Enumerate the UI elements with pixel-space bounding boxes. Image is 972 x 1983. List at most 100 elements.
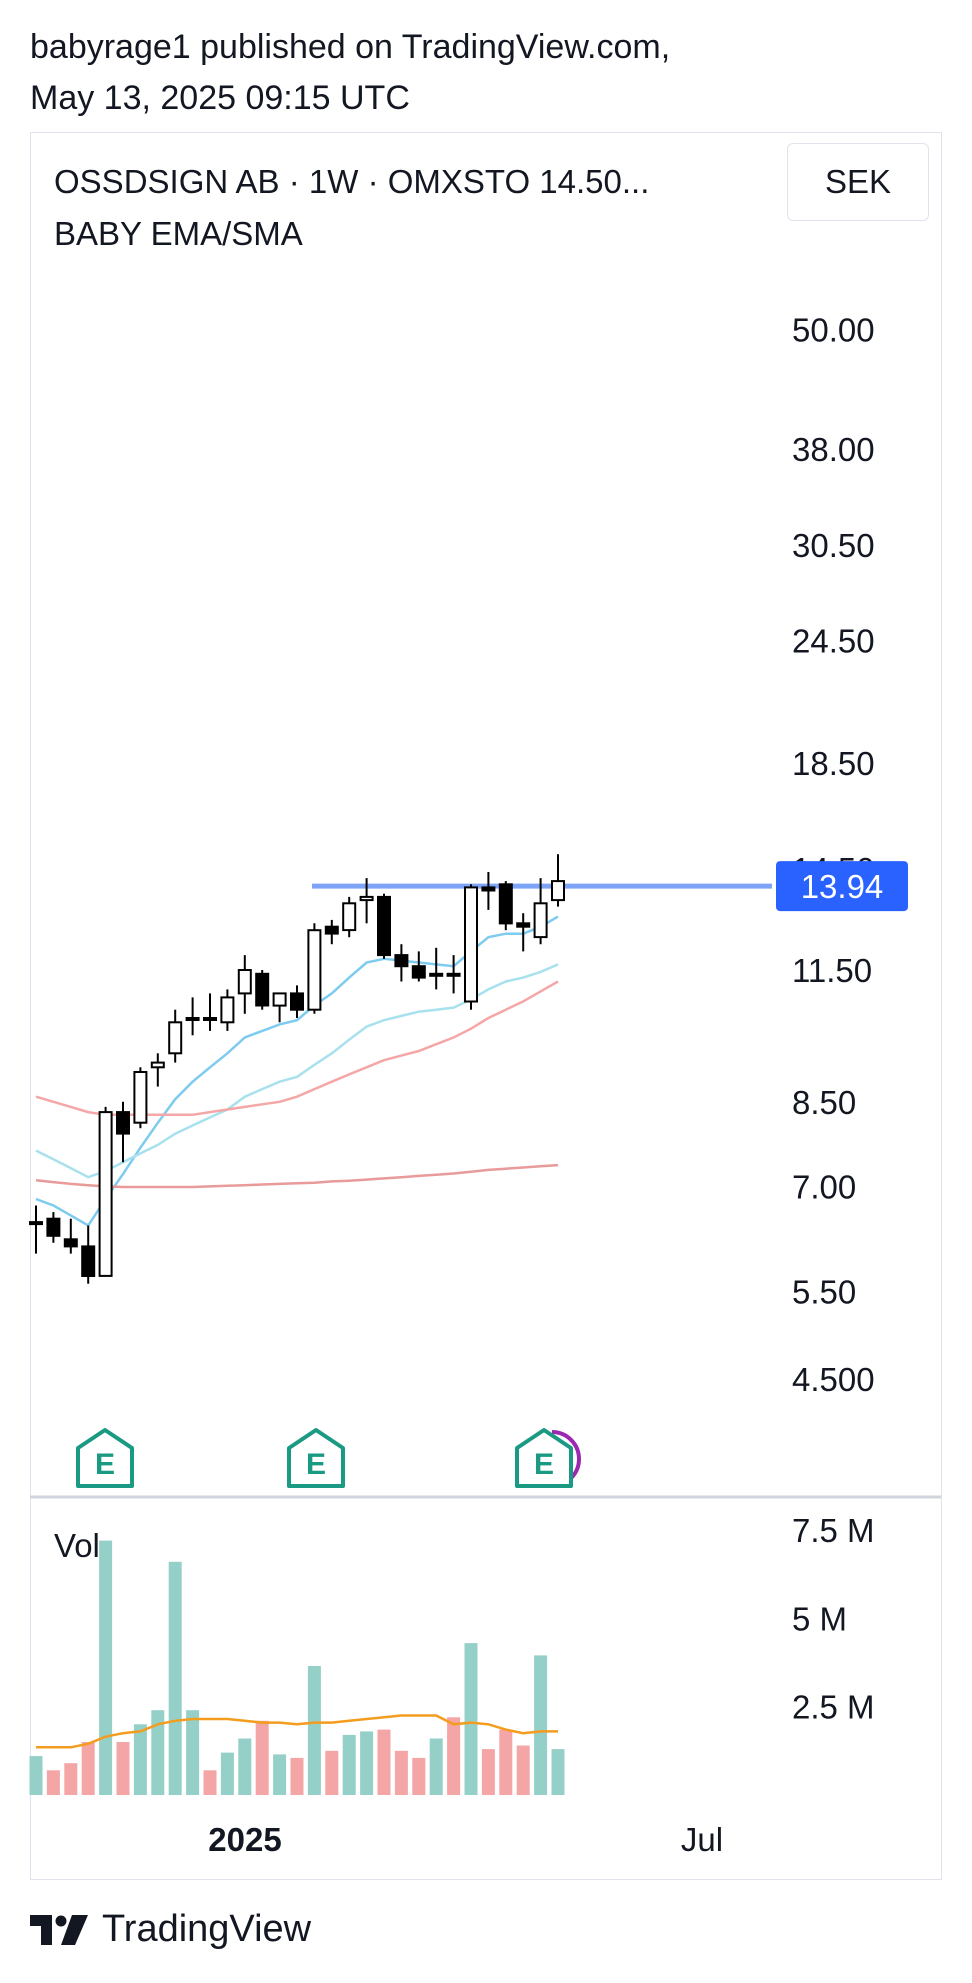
candle-body [237,969,252,995]
earnings-icon [515,1428,573,1488]
time-tick-label: Jul [681,1821,723,1858]
tradingview-brand: TradingView [102,1908,312,1950]
tradingview-logo[interactable]: TradingView [30,1908,311,1951]
price-tick-label: 30.50 [792,527,875,564]
volume-bar [429,1738,443,1795]
last-price-badge: 13.94 [776,861,908,912]
candle-body [464,886,478,1003]
volume-bar [46,1770,60,1795]
price-tick-label: 5.50 [792,1274,856,1311]
candle-body [324,925,339,935]
tradingview-logo-icon [30,1914,88,1945]
volume-bar [64,1763,78,1795]
candle-body [342,902,357,932]
volume-bar [29,1756,43,1795]
volume-bar [516,1745,530,1795]
candle-body [516,922,531,928]
earnings-marker[interactable]: E [76,1428,134,1488]
candle-body [185,1017,200,1021]
time-axis[interactable]: 2025 Jul [208,1821,723,1858]
volume-bar [481,1749,495,1795]
volume-moving-average-line [36,1714,558,1749]
candle-body [411,965,426,979]
candle-body [203,1017,217,1021]
candle-body [63,1238,78,1248]
candle-body [481,886,496,892]
price-axis[interactable]: 50.0038.0030.5024.5018.5014.5011.508.507… [792,311,875,1398]
ma-line-sma_long [35,1163,559,1189]
earnings-icon [76,1428,134,1488]
price-tick-label: 24.50 [792,622,875,659]
candle-body [377,895,391,957]
ma-line-ema_fast [35,915,559,1228]
price-tick-label: 11.50 [792,952,872,989]
candle-body [116,1111,130,1135]
candle-body [272,992,287,1007]
earnings-icon [287,1428,345,1488]
candle-body [168,1021,183,1055]
volume-tick-label: 2.5 M [792,1689,875,1726]
volume-bar [151,1710,165,1795]
candle-body [429,972,444,977]
price-tick-label: 18.50 [792,745,875,782]
volume-bar [255,1720,269,1795]
volume-bars [29,1540,565,1795]
earnings-marker-letter: E [95,1448,115,1481]
volume-bar [203,1770,217,1795]
candle-body [290,992,304,1011]
volume-bar [99,1540,113,1795]
candle-body [98,1111,113,1277]
candles [29,854,565,1284]
currency-button[interactable]: SEK [787,143,929,221]
chart-frame [30,132,942,1880]
candle-body [46,1217,61,1237]
volume-tick-label: 5 M [792,1600,847,1637]
chart-legend: OSSDSIGN AB · 1W · OMXSTO 14.50... BABY … [54,156,649,260]
volume-bar [394,1750,408,1795]
price-tick-label: 7.00 [792,1168,856,1205]
earnings-marker[interactable]: E [515,1428,581,1488]
publish-info: babyrage1 published on TradingView.com, … [30,22,670,124]
earnings-marker-letter: E [534,1448,554,1481]
earnings-marker-letter: E [306,1448,326,1481]
price-tick-label: 50.00 [792,311,875,348]
volume-bar [290,1757,304,1795]
volume-bar [81,1742,95,1795]
volume-bar [342,1734,356,1795]
publish-date: May 13, 2025 09:15 UTC [30,79,410,117]
last-price-label: 13.94 [801,868,884,905]
candle-body [220,996,235,1024]
candle-body [533,902,548,939]
candle-body [394,954,409,968]
volume-bar [273,1754,287,1795]
volume-bar [133,1724,147,1795]
volume-bar [186,1710,200,1795]
candle-body [446,972,461,977]
indicator-name[interactable]: BABY EMA/SMA [54,215,303,252]
volume-bar [447,1717,461,1795]
publisher-line: babyrage1 published on TradingView.com, [30,28,671,66]
volume-bar [499,1729,513,1795]
volume-bar [464,1643,478,1795]
candle-body [133,1071,148,1124]
symbol-info[interactable]: OSSDSIGN AB · 1W · OMXSTO 14.50... [54,163,650,200]
volume-bar [168,1561,182,1795]
volume-bar [220,1752,234,1795]
volume-bar [551,1749,565,1795]
candle-body [81,1245,96,1278]
volume-bar [412,1757,426,1795]
candle-body [551,880,565,902]
candle-body [150,1061,165,1069]
volume-bar [307,1666,321,1795]
moving-average-lines [35,915,559,1228]
volume-axis: 7.5 M 5 M 2.5 M [792,1512,875,1726]
earnings-marker[interactable]: E [287,1428,345,1488]
candle-body [498,883,513,925]
volume-bar [360,1731,374,1795]
volume-bar [377,1729,391,1795]
volume-label: Vol [54,1527,100,1564]
candle-body [359,895,374,902]
volume-bar [325,1750,339,1795]
